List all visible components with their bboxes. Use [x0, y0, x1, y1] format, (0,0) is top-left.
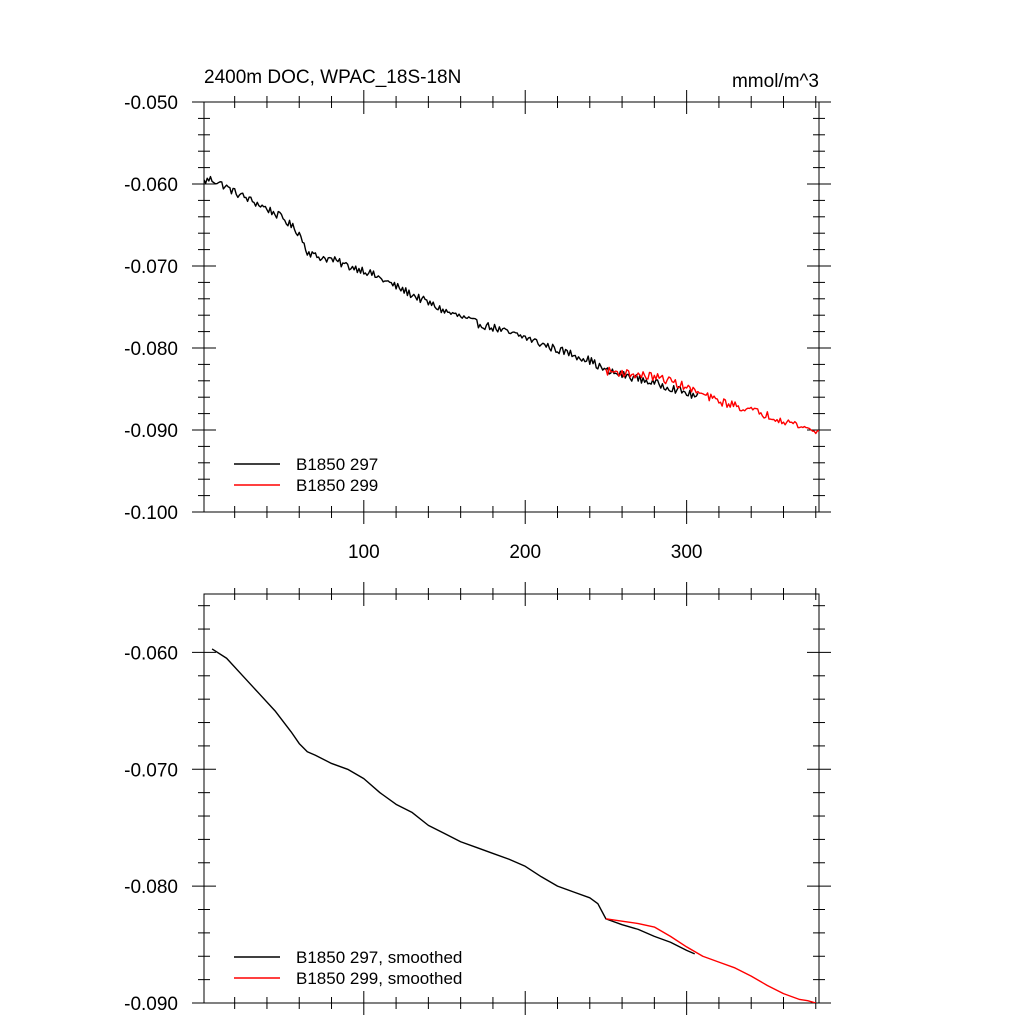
plot-frame [203, 101, 820, 513]
y-tick-label: -0.060 [124, 643, 178, 664]
y-tick-label: -0.080 [124, 339, 178, 360]
y-tick-label: -0.080 [124, 877, 178, 898]
plot-frame [203, 593, 820, 1004]
top-panel: 100 200 300 -0.050 -0.060 -0.070 -0.080 -0.090 -… [124, 67, 831, 563]
x-tick-label: 100 [348, 542, 380, 563]
chart-title: 2400m DOC, WPAC_18S-18N [204, 67, 461, 88]
series-line-1 [211, 648, 695, 955]
series-line-2 [605, 918, 816, 1003]
y-tick-label: -0.060 [124, 175, 178, 196]
legend-label: B1850 297 [296, 455, 378, 474]
units-label: mmol/m^3 [732, 71, 819, 92]
y-tick-label: -0.100 [124, 503, 178, 524]
y-tick-label: -0.070 [124, 760, 178, 781]
legend-label: B1850 297, smoothed [296, 948, 462, 967]
series-line-1 [204, 175, 699, 399]
legend-label: B1850 299 [296, 476, 378, 495]
series-line-2 [605, 366, 819, 435]
legend-label: B1850 299, smoothed [296, 969, 462, 988]
y-tick-label: -0.090 [124, 994, 178, 1015]
y-tick-label: -0.090 [124, 421, 178, 442]
x-tick-label: 200 [509, 542, 541, 563]
x-tick-label: 300 [671, 542, 703, 563]
y-tick-label: -0.050 [124, 93, 178, 114]
bottom-panel: -0.060 -0.070 -0.080 -0.090 B1850 297, smoot… [124, 582, 831, 1015]
y-tick-label: -0.070 [124, 257, 178, 278]
